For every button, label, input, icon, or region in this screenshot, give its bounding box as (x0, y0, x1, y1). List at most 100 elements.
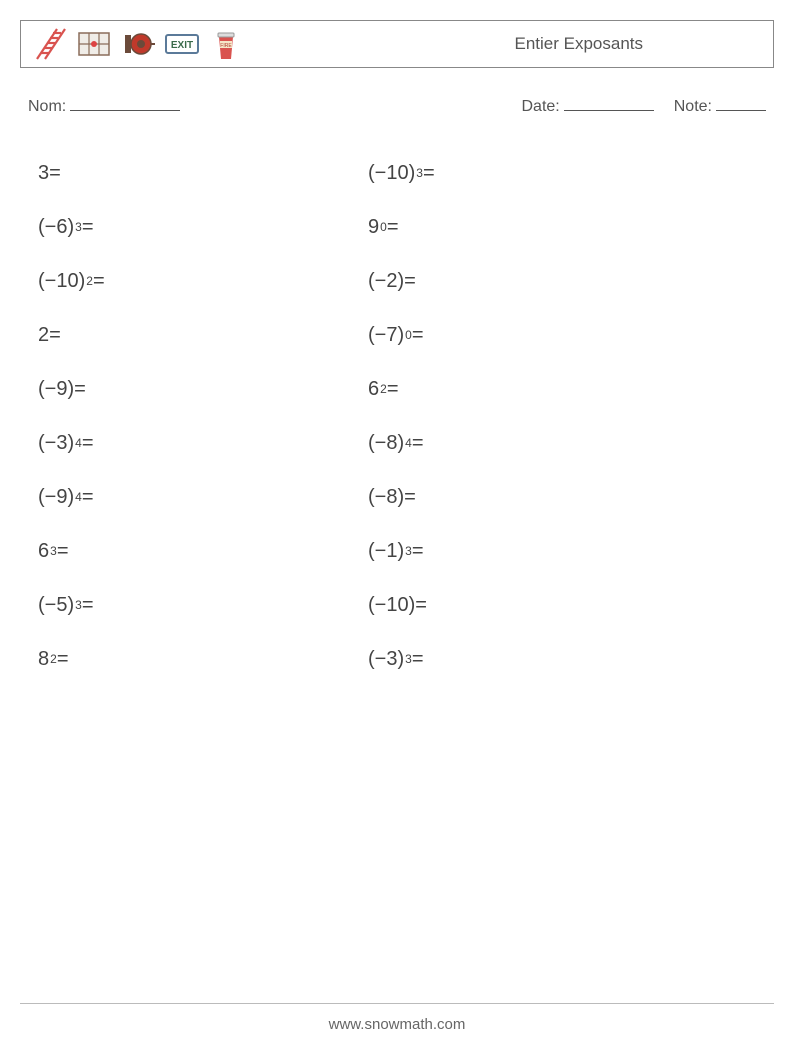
exponent-problem: (−6)3 = (38, 200, 368, 254)
problem-base: (−10) (368, 162, 415, 185)
problem-equals: = (423, 162, 435, 185)
problem-exponent: 3 (75, 220, 82, 234)
problem-exponent: 4 (75, 436, 82, 450)
problem-base: 3 (38, 162, 49, 185)
problem-exponent: 4 (405, 436, 412, 450)
problem-equals: = (412, 540, 424, 563)
problem-equals: = (82, 594, 94, 617)
footer-divider (20, 1003, 774, 1004)
problem-equals: = (74, 378, 86, 401)
hose-reel-icon (119, 25, 157, 63)
problem-equals: = (415, 594, 427, 617)
problem-base: 2 (38, 324, 49, 347)
problem-equals: = (57, 648, 69, 671)
worksheet-title: Entier Exposants (514, 34, 763, 54)
problem-equals: = (412, 324, 424, 347)
date-field: Date: (522, 94, 654, 116)
problem-base: 6 (368, 378, 379, 401)
exponent-problem: (−8) = (368, 470, 698, 524)
problem-equals: = (49, 162, 61, 185)
name-label: Nom: (28, 98, 66, 116)
problem-exponent: 2 (86, 274, 93, 288)
problem-base: (−3) (38, 432, 74, 455)
note-field: Note: (674, 94, 766, 116)
exponent-problem: (−5)3 = (38, 578, 368, 632)
problem-base: (−2) (368, 270, 404, 293)
problem-equals: = (57, 540, 69, 563)
problem-equals: = (82, 216, 94, 239)
exponent-problem: 82 = (38, 632, 368, 686)
problem-exponent: 2 (50, 652, 57, 666)
exponent-problem: 62 = (368, 362, 698, 416)
exponent-problem: (−9)4 = (38, 470, 368, 524)
svg-text:EXIT: EXIT (171, 40, 193, 51)
problem-equals: = (387, 378, 399, 401)
exponent-problem: (−10)2 = (38, 254, 368, 308)
problems-area: 3 =(−6)3 =(−10)2 =2 =(−9) =(−3)4 =(−9)4 … (38, 146, 774, 686)
name-underline (70, 94, 180, 111)
exponent-problem: (−10) = (368, 578, 698, 632)
exponent-problem: (−3)3 = (368, 632, 698, 686)
problem-base: (−6) (38, 216, 74, 239)
grid-icon (75, 25, 113, 63)
problem-exponent: 0 (405, 328, 412, 342)
problem-equals: = (93, 270, 105, 293)
problem-base: (−5) (38, 594, 74, 617)
problem-exponent: 3 (405, 544, 412, 558)
problem-base: (−10) (38, 270, 85, 293)
problem-equals: = (49, 324, 61, 347)
problem-exponent: 3 (405, 652, 412, 666)
problem-exponent: 3 (75, 598, 82, 612)
problem-equals: = (404, 486, 416, 509)
problem-base: (−1) (368, 540, 404, 563)
problem-base: (−9) (38, 486, 74, 509)
problem-equals: = (82, 486, 94, 509)
header-icons: EXIT FIRE (31, 25, 245, 63)
problem-base: (−10) (368, 594, 415, 617)
fire-cup-icon: FIRE (207, 25, 245, 63)
exponent-problem: (−10)3 = (368, 146, 698, 200)
problem-base: (−3) (368, 648, 404, 671)
problem-exponent: 3 (50, 544, 57, 558)
footer-url: www.snowmath.com (329, 1016, 466, 1033)
problem-exponent: 0 (380, 220, 387, 234)
problem-equals: = (387, 216, 399, 239)
exit-sign-icon: EXIT (163, 25, 201, 63)
problem-base: 9 (368, 216, 379, 239)
problem-equals: = (404, 270, 416, 293)
problem-base: (−8) (368, 486, 404, 509)
exponent-problem: (−7)0 = (368, 308, 698, 362)
note-underline (716, 94, 766, 111)
problem-equals: = (412, 648, 424, 671)
problem-base: (−8) (368, 432, 404, 455)
exponent-problem: (−2) = (368, 254, 698, 308)
problem-base: (−9) (38, 378, 74, 401)
page-footer: www.snowmath.com (0, 1003, 794, 1033)
note-label: Note: (674, 98, 712, 116)
problem-base: (−7) (368, 324, 404, 347)
exponent-problem: 63 = (38, 524, 368, 578)
worksheet-header: EXIT FIRE Entier Exposants (20, 20, 774, 68)
name-field: Nom: (28, 94, 180, 116)
problem-exponent: 3 (416, 166, 423, 180)
problems-column-right: (−10)3 =90 =(−2) =(−7)0 =62 =(−8)4 =(−8)… (368, 146, 698, 686)
exponent-problem: (−9) = (38, 362, 368, 416)
problem-exponent: 4 (75, 490, 82, 504)
exponent-problem: (−3)4 = (38, 416, 368, 470)
ladder-icon (31, 25, 69, 63)
problem-equals: = (82, 432, 94, 455)
exponent-problem: 3 = (38, 146, 368, 200)
problems-column-left: 3 =(−6)3 =(−10)2 =2 =(−9) =(−3)4 =(−9)4 … (38, 146, 368, 686)
problem-base: 8 (38, 648, 49, 671)
svg-text:FIRE: FIRE (220, 43, 232, 49)
problem-exponent: 2 (380, 382, 387, 396)
exponent-problem: 90 = (368, 200, 698, 254)
exponent-problem: (−8)4 = (368, 416, 698, 470)
problem-equals: = (412, 432, 424, 455)
exponent-problem: 2 = (38, 308, 368, 362)
meta-row: Nom: Date: Note: (28, 94, 766, 116)
problem-base: 6 (38, 540, 49, 563)
date-underline (564, 94, 654, 111)
date-label: Date: (522, 98, 560, 116)
exponent-problem: (−1)3 = (368, 524, 698, 578)
